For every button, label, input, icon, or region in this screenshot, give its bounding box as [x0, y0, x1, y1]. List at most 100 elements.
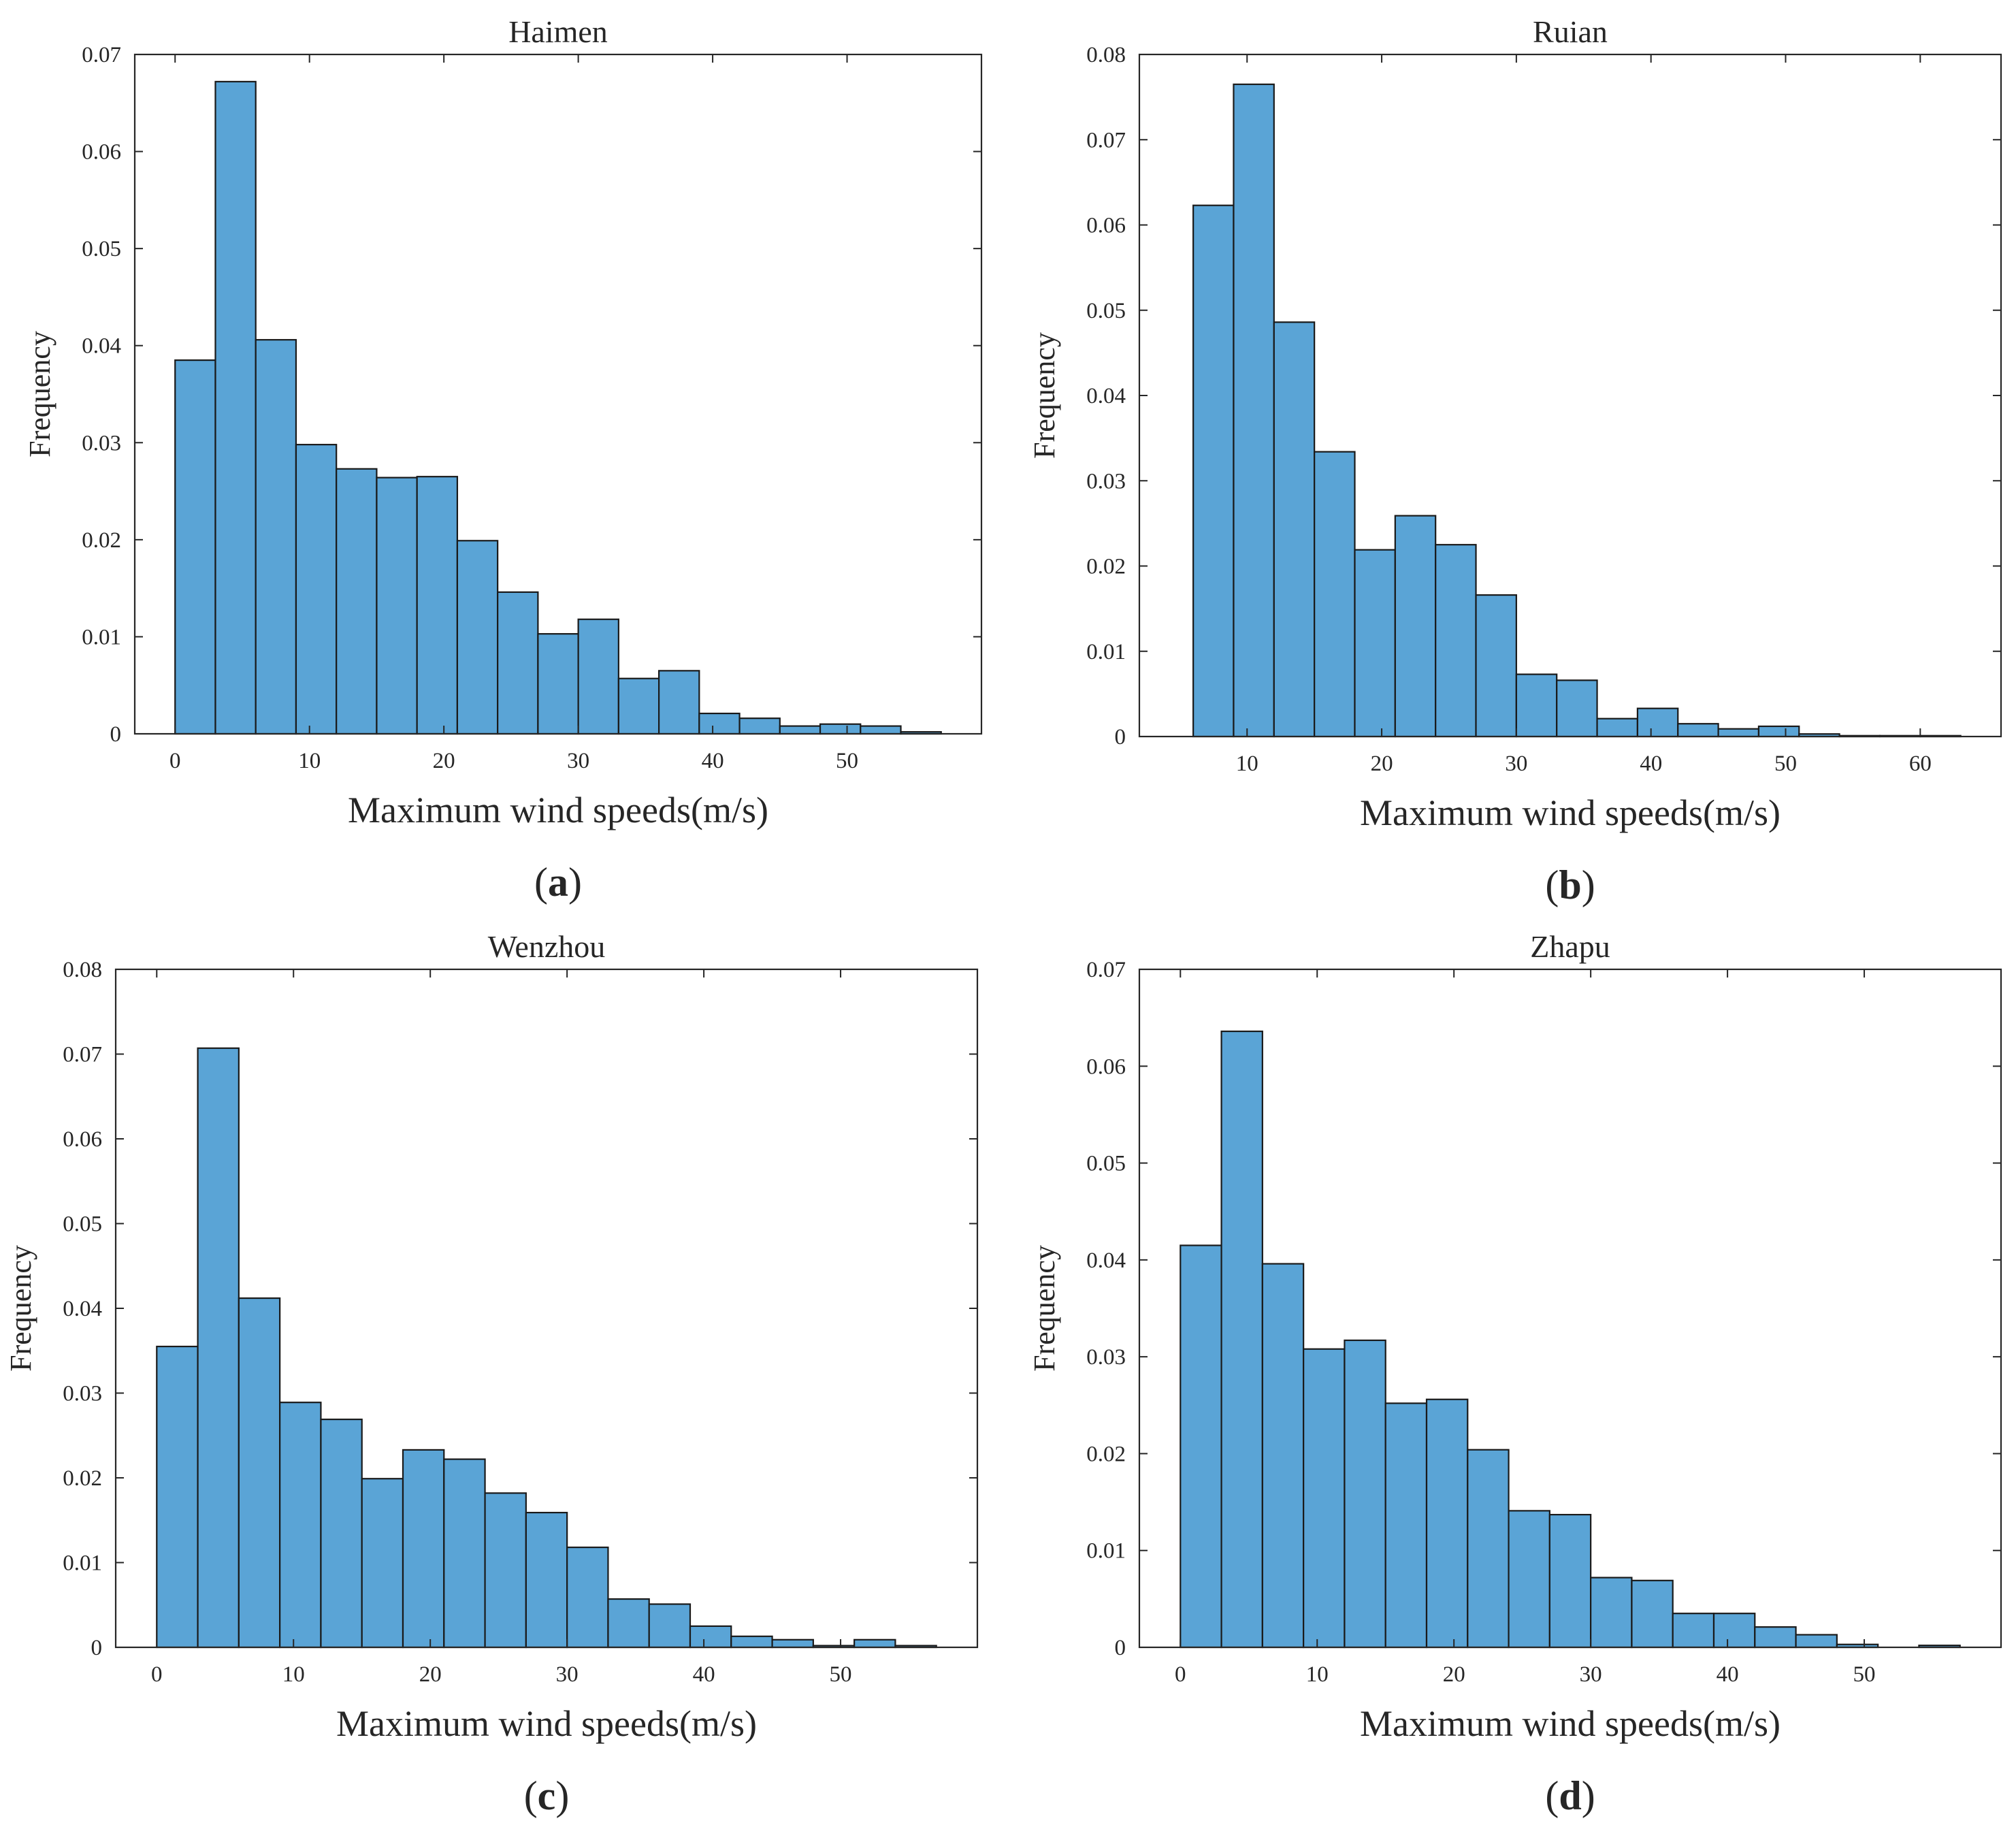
histogram-bar — [1344, 1339, 1386, 1649]
y-tick-label: 0 — [110, 722, 122, 747]
y-axis-label: Frequency — [1028, 332, 1061, 459]
y-tick-label: 0.07 — [63, 1043, 102, 1067]
x-tick-label: 0 — [169, 749, 181, 773]
y-tick-label: 0.05 — [63, 1212, 102, 1237]
x-axis-ticks: 10 20 30 40 50 60 — [1236, 54, 1932, 776]
histogram-bar — [771, 1638, 814, 1649]
histogram-bar — [1384, 1402, 1428, 1649]
axes-frame — [1138, 968, 2002, 1649]
y-tick-label: 0.08 — [1086, 43, 1126, 67]
y-tick-label: 0.01 — [82, 625, 121, 649]
histogram-bar — [1192, 204, 1235, 738]
histogram-bar — [320, 1419, 363, 1649]
y-tick-label: 0.02 — [82, 528, 121, 553]
y-tick-label: 0.04 — [1086, 384, 1126, 408]
chart-title: Haimen — [508, 14, 608, 49]
histogram-bar — [214, 80, 257, 735]
histogram-bar — [1220, 1030, 1263, 1649]
x-tick-label: 50 — [1774, 752, 1797, 776]
x-tick-label: 10 — [282, 1662, 305, 1687]
x-tick-label: 40 — [1717, 1662, 1739, 1687]
histogram-bar — [1677, 723, 1719, 738]
y-axis-ticks: 0 0.01 0.02 0.03 0.04 0.05 0.06 0.07 0.08 — [63, 958, 977, 1660]
y-tick-label: 0.07 — [1086, 958, 1126, 982]
x-axis-ticks: 0 10 20 30 40 50 — [169, 54, 858, 773]
histogram-bar — [525, 1511, 568, 1649]
y-tick-label: 0.03 — [63, 1382, 102, 1406]
caption-letter: a — [548, 860, 568, 905]
y-axis-ticks: 0 0.01 0.02 0.03 0.04 0.05 0.06 0.07 — [82, 43, 981, 747]
panel-c: 0 0.01 0.02 0.03 0.04 0.05 0.06 0.07 0.08 0 10 20 30… — [4, 929, 979, 1818]
x-tick-label: 20 — [1443, 1662, 1465, 1687]
y-tick-label: 0.01 — [1086, 1539, 1126, 1564]
caption-open-paren: ( — [534, 860, 548, 905]
x-tick-label: 50 — [836, 749, 858, 773]
histogram-bar — [1754, 1626, 1797, 1649]
y-tick-label: 0 — [91, 1636, 103, 1660]
histogram-bar — [402, 1449, 445, 1649]
histogram-bar — [174, 359, 216, 735]
y-tick-label: 0.06 — [63, 1127, 102, 1152]
y-axis-label: Frequency — [4, 1245, 37, 1372]
y-tick-label: 0.07 — [82, 43, 121, 67]
histogram-bar — [1314, 451, 1356, 738]
y-axis-label: Frequency — [1028, 1245, 1061, 1372]
caption-close-paren: ) — [1582, 1773, 1595, 1818]
caption-letter: b — [1559, 862, 1581, 907]
panel-d: 0 0.01 0.02 0.03 0.04 0.05 0.06 0.07 0 10 20 30 40 50… — [1028, 929, 2002, 1818]
histogram-bars — [1192, 83, 1962, 738]
histogram-bar — [1467, 1449, 1510, 1649]
histogram-bar — [255, 339, 297, 735]
x-axis-label: Maximum wind speeds(m/s) — [1360, 1703, 1781, 1744]
histogram-bars — [156, 1047, 937, 1649]
histogram-bar — [497, 591, 539, 735]
caption-close-paren: ) — [568, 860, 582, 905]
x-axis-label: Maximum wind speeds(m/s) — [348, 790, 768, 830]
y-tick-label: 0.05 — [1086, 1152, 1126, 1176]
y-tick-label: 0.07 — [1086, 128, 1126, 152]
histogram-bar — [1717, 728, 1760, 738]
histogram-bar — [1303, 1348, 1346, 1649]
y-tick-label: 0.05 — [82, 237, 121, 261]
y-tick-label: 0.01 — [63, 1551, 102, 1576]
histogram-bar — [456, 540, 499, 735]
histogram-bar — [336, 468, 378, 735]
caption-close-paren: ) — [555, 1773, 569, 1818]
histogram-bar — [1757, 725, 1800, 738]
x-tick-label: 30 — [1505, 752, 1527, 776]
histogram-bar — [698, 712, 741, 735]
chart-title: Ruian — [1533, 14, 1608, 49]
x-tick-label: 40 — [1640, 752, 1662, 776]
y-tick-label: 0.04 — [1086, 1248, 1126, 1273]
histogram-bars — [174, 80, 942, 735]
histogram-bar — [1394, 515, 1437, 738]
histogram-bar — [1590, 1577, 1633, 1649]
x-tick-label: 0 — [1175, 1662, 1186, 1687]
x-tick-label: 30 — [1580, 1662, 1602, 1687]
caption-open-paren: ( — [1545, 1773, 1559, 1818]
histogram-bar — [1515, 673, 1558, 738]
histogram-bar — [1712, 1613, 1756, 1649]
histogram-bar — [1475, 594, 1517, 738]
y-axis-ticks: 0 0.01 0.02 0.03 0.04 0.05 0.06 0.07 — [1086, 958, 2001, 1660]
y-tick-label: 0.06 — [1086, 214, 1126, 238]
y-tick-label: 0.06 — [82, 140, 121, 165]
histogram-bar — [1672, 1613, 1715, 1649]
histogram-bars — [1180, 1030, 1961, 1649]
y-tick-label: 0 — [1115, 1636, 1126, 1660]
histogram-bar — [648, 1603, 692, 1649]
y-tick-label: 0.08 — [63, 958, 102, 982]
x-tick-label: 10 — [1236, 752, 1258, 776]
x-tick-label: 50 — [1853, 1662, 1876, 1687]
histogram-bar — [657, 670, 700, 735]
chart-title: Wenzhou — [488, 929, 606, 964]
y-tick-label: 0.03 — [82, 431, 121, 455]
caption-open-paren: ( — [524, 1773, 538, 1818]
histogram-bar — [1636, 707, 1679, 738]
histogram-bar — [1795, 1634, 1838, 1649]
x-tick-label: 0 — [151, 1662, 163, 1687]
x-axis-label: Maximum wind speeds(m/s) — [336, 1703, 757, 1744]
y-tick-label: 0.01 — [1086, 640, 1126, 664]
caption-letter: c — [538, 1773, 556, 1818]
